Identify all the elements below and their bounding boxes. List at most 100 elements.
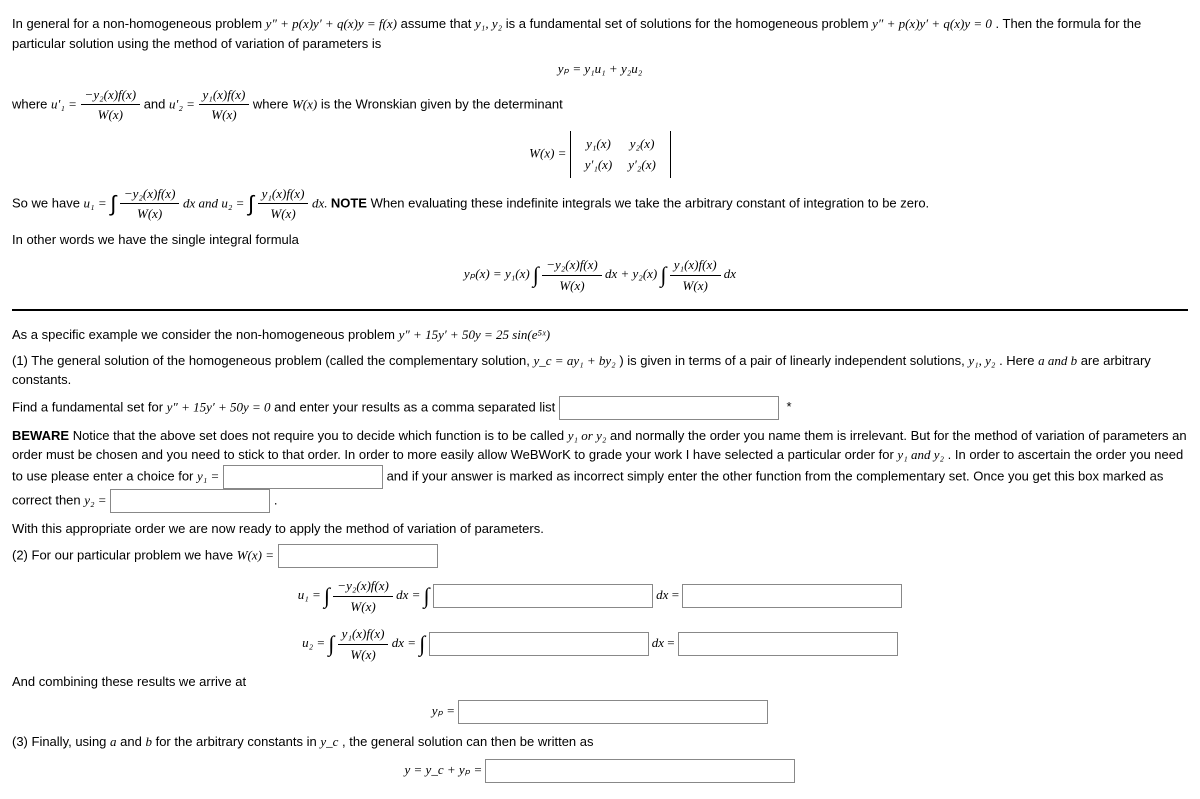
u2-result-input[interactable]: [678, 632, 898, 656]
denominator: W(x): [199, 105, 250, 125]
text: Notice that the above set does not requi…: [73, 428, 568, 443]
math: dx: [652, 635, 664, 650]
fundamental-set-input[interactable]: [559, 396, 779, 420]
math: y = y_c + yₚ =: [405, 762, 483, 777]
beware-label: BEWARE: [12, 428, 69, 443]
math: u₂ =: [302, 635, 325, 650]
math-u2p: u′₂ =: [169, 96, 195, 111]
denominator: W(x): [542, 276, 602, 296]
math-Wx-eq: W(x) =: [237, 547, 274, 562]
text: and enter your results as a comma separa…: [274, 399, 559, 414]
math: y₁ and y₂: [897, 447, 944, 462]
math-u1-eq: u₁ =: [84, 195, 107, 210]
required-star: *: [787, 399, 792, 414]
text: ) is given in terms of a pair of linearl…: [619, 353, 968, 368]
yp-input[interactable]: [458, 700, 768, 724]
math-yp-eq: yₚ = y₁u₁ + y₂u₂: [558, 61, 643, 76]
general-solution-input[interactable]: [485, 759, 795, 783]
integral-icon: ∫: [419, 633, 425, 655]
integral-icon: ∫: [110, 193, 116, 215]
math: y_c: [320, 734, 338, 749]
determinant: y₁(x) y₂(x) y′₁(x) y′₂(x): [570, 131, 671, 178]
integral-icon: ∫: [661, 264, 667, 286]
denominator: W(x): [333, 597, 393, 617]
math-yc: y_c = ay₁ + by₂: [534, 353, 616, 368]
frac: y₁(x)f(x) W(x): [670, 255, 721, 295]
math-ode-nonhom: y″ + p(x)y′ + q(x)y = f(x): [266, 16, 397, 31]
frac: y₁(x)f(x) W(x): [338, 624, 389, 664]
u2-integral-row: u₂ = ∫ y₁(x)f(x) W(x) dx = ∫ dx =: [12, 624, 1188, 664]
integral-icon: ∫: [533, 264, 539, 286]
math: b: [145, 734, 152, 749]
u1-integrand-input[interactable]: [433, 584, 653, 608]
wronskian-input[interactable]: [278, 544, 438, 568]
wronskian-determinant: W(x) = y₁(x) y₂(x) y′₁(x) y′₂(x): [12, 131, 1188, 178]
note-label: NOTE: [331, 195, 367, 210]
text: As a specific example we consider the no…: [12, 327, 399, 342]
frac-u1: −y₂(x)f(x) W(x): [120, 184, 180, 224]
text: (1) The general solution of the homogene…: [12, 353, 534, 368]
math-Wx-eq: W(x) =: [529, 145, 566, 160]
y1-input[interactable]: [223, 465, 383, 489]
text: In general for a non-homogeneous problem: [12, 16, 266, 31]
item-1: (1) The general solution of the homogene…: [12, 351, 1188, 390]
math: dx =: [396, 587, 424, 602]
numerator: y₁(x)f(x): [199, 85, 250, 106]
math-y1y2: y₁, y₂: [475, 16, 502, 31]
text: for the arbitrary constants in: [156, 734, 321, 749]
find-fundamental-set: Find a fundamental set for y″ + 15y′ + 5…: [12, 396, 1188, 420]
text: assume that: [401, 16, 475, 31]
text: where: [12, 96, 51, 111]
denominator: W(x): [258, 204, 309, 224]
denominator: W(x): [670, 276, 721, 296]
text: is the Wronskian given by the determinan…: [321, 96, 563, 111]
u1-result-input[interactable]: [682, 584, 902, 608]
item-2: (2) For our particular problem we have W…: [12, 544, 1188, 568]
frac-u1p: −y₂(x)f(x) W(x): [81, 85, 141, 125]
integral-icon: ∫: [248, 193, 254, 215]
math-y1-eq: y₁ =: [197, 468, 219, 483]
where-paragraph: where u′₁ = −y₂(x)f(x) W(x) and u′₂ = y₁…: [12, 85, 1188, 125]
math: y₁, y₂: [968, 353, 995, 368]
math: yₚ =: [432, 702, 455, 717]
general-solution-row: y = y_c + yₚ =: [12, 759, 1188, 783]
numerator: y₁(x)f(x): [338, 624, 389, 645]
text: When evaluating these indefinite integra…: [371, 195, 930, 210]
frac: −y₂(x)f(x) W(x): [333, 576, 393, 616]
numerator: y₁(x)f(x): [670, 255, 721, 276]
math-specific-ode: y″ + 15y′ + 50y = 25 sin(e⁵ˣ): [399, 327, 550, 342]
integral-icon: ∫: [328, 633, 334, 655]
math-y2-eq: y₂ =: [84, 492, 106, 507]
math-dx: dx and: [183, 195, 221, 210]
yp-formula: yₚ = y₁u₁ + y₂u₂: [12, 59, 1188, 79]
divider: [12, 309, 1188, 311]
frac-u2p: y₁(x)f(x) W(x): [199, 85, 250, 125]
specific-example: As a specific example we consider the no…: [12, 325, 1188, 345]
text: (2) For our particular problem we have: [12, 547, 237, 562]
det-cell: y₁(x): [577, 133, 621, 155]
math: a: [110, 734, 117, 749]
math: dx: [656, 587, 668, 602]
y2-input[interactable]: [110, 489, 270, 513]
math: dx =: [392, 635, 420, 650]
with-order: With this appropriate order we are now r…: [12, 519, 1188, 539]
intro-paragraph: In general for a non-homogeneous problem…: [12, 14, 1188, 53]
text: So we have: [12, 195, 84, 210]
text: where: [253, 96, 292, 111]
math-u2-eq: u₂ =: [221, 195, 244, 210]
text: , the general solution can then be writt…: [342, 734, 594, 749]
math-u1p: u′₁ =: [51, 96, 77, 111]
numerator: −y₂(x)f(x): [542, 255, 602, 276]
math: u₁ =: [298, 587, 321, 602]
integral-icon: ∫: [424, 585, 430, 607]
other-words: In other words we have the single integr…: [12, 230, 1188, 250]
u2-integrand-input[interactable]: [429, 632, 649, 656]
numerator: −y₂(x)f(x): [333, 576, 393, 597]
combining: And combining these results we arrive at: [12, 672, 1188, 692]
frac-u2: y₁(x)f(x) W(x): [258, 184, 309, 224]
beware-paragraph: BEWARE Notice that the above set does no…: [12, 426, 1188, 513]
u1-integral-row: u₁ = ∫ −y₂(x)f(x) W(x) dx = ∫ dx =: [12, 576, 1188, 616]
det-cell: y₂(x): [620, 133, 664, 155]
frac: −y₂(x)f(x) W(x): [542, 255, 602, 295]
math-ode-hom: y″ + p(x)y′ + q(x)y = 0: [872, 16, 992, 31]
